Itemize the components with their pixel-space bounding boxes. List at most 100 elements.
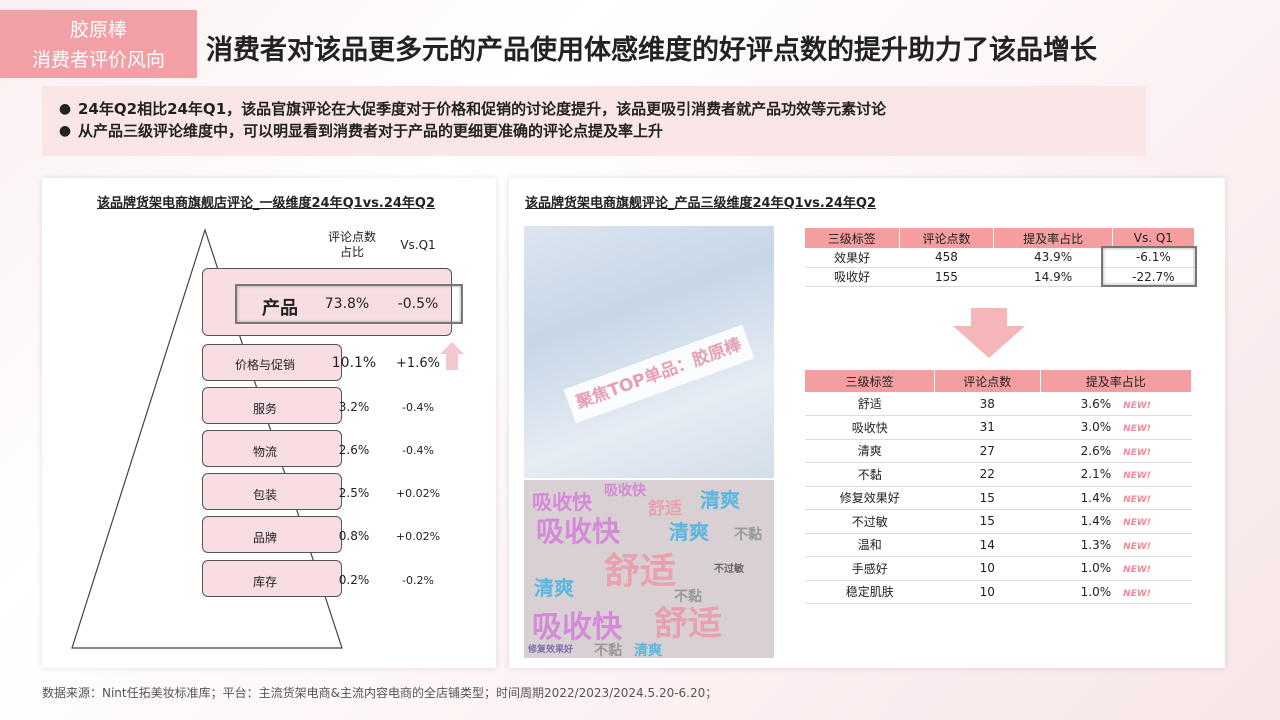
left-panel: 该品牌货架电商旗舰店评论_一级维度24年Q1vs.24年Q2 评论点数 占比 V… bbox=[42, 178, 496, 668]
table-cell-value: 1.4% bbox=[1080, 490, 1112, 505]
bullet-text: 24年Q2相比24年Q1，该品官旗评论在大促季度对于价格和促销的讨论度提升，该品… bbox=[78, 100, 887, 118]
table-cell: 15 bbox=[934, 509, 1041, 534]
page-title: 消费者对该品更多元的产品使用体感维度的好评点数的提升助力了该品增长 bbox=[206, 35, 1097, 66]
word-cloud: 吸收快 吸收快 舒适 清爽 吸收快 清爽 不黏 舒适 清爽 不过敏 不黏 吸收快… bbox=[524, 480, 774, 658]
level-share: 2.5% bbox=[338, 486, 370, 500]
level-label: 物流 bbox=[252, 445, 277, 459]
bullet-text: 从产品三级评论维度中，可以明显看到消费者对于产品的更细更准确的评论点提及率上升 bbox=[78, 122, 664, 140]
table-cell: 1.3% NEW! bbox=[1040, 533, 1192, 557]
word-cloud-term: 不黏 bbox=[734, 527, 762, 543]
word-cloud-term: 清爽 bbox=[534, 576, 574, 600]
word-cloud-term: 清爽 bbox=[634, 643, 662, 658]
level-label: 库存 bbox=[252, 575, 277, 589]
table-header: Vs. Q1 bbox=[1112, 228, 1196, 248]
level-vs: -0.2% bbox=[402, 574, 434, 587]
table-row: 吸收快 31 3.0% NEW! bbox=[805, 415, 1192, 440]
new-badge: NEW! bbox=[1123, 400, 1151, 411]
new-badge: NEW! bbox=[1123, 447, 1151, 458]
level-vs: -0.5% bbox=[397, 296, 439, 312]
table-cell: 手感好 bbox=[805, 556, 935, 581]
table-cell: 温和 bbox=[805, 533, 935, 557]
col-header-vs: Vs.Q1 bbox=[400, 238, 436, 252]
table-header: 评论点数 bbox=[899, 228, 995, 248]
word-cloud-term: 舒适 bbox=[648, 499, 682, 519]
level-share: 0.8% bbox=[338, 529, 370, 543]
word-cloud-term: 吸收快 bbox=[532, 610, 622, 645]
table-header: 提及率占比 bbox=[1040, 370, 1193, 392]
table-cell: 22 bbox=[934, 462, 1041, 487]
table-cell-value: 1.0% bbox=[1080, 561, 1112, 576]
new-badge: NEW! bbox=[1123, 588, 1151, 599]
table-header: 三级标签 bbox=[805, 370, 935, 392]
word-cloud-term: 舒适 bbox=[604, 551, 677, 592]
table-cell: 3.6% NEW! bbox=[1040, 392, 1192, 416]
table-row: 舒适 38 3.6% NEW! bbox=[805, 392, 1192, 416]
table-cell: 1.4% NEW! bbox=[1040, 486, 1192, 510]
table-cell: 舒适 bbox=[805, 392, 935, 416]
table-cell: 1.0% NEW! bbox=[1040, 580, 1192, 604]
table-cell: 14 bbox=[934, 533, 1041, 557]
table-row: 不过敏 15 1.4% NEW! bbox=[805, 509, 1192, 534]
table-row: 稳定肌肤 10 1.0% NEW! bbox=[805, 580, 1192, 604]
table-row: 清爽 27 2.6% NEW! bbox=[805, 439, 1192, 463]
table-cell: 2.1% NEW! bbox=[1040, 462, 1192, 487]
summary-bullet: ● 24年Q2相比24年Q1，该品官旗评论在大促季度对于价格和促销的讨论度提升，… bbox=[52, 98, 1146, 120]
up-arrow-icon bbox=[440, 342, 464, 370]
new-level3-table: 三级标签 评论点数 提及率占比 舒适 38 3.6% NEW! 吸收快 31 3.… bbox=[805, 370, 1193, 604]
level-share: 3.2% bbox=[338, 400, 370, 414]
table-cell: 不黏 bbox=[805, 462, 935, 487]
word-cloud-term: 吸收快 bbox=[536, 515, 621, 548]
level-vs: +1.6% bbox=[396, 356, 440, 371]
level-label: 产品 bbox=[262, 298, 298, 319]
level-share: 2.6% bbox=[338, 443, 370, 457]
level-vs: -0.4% bbox=[402, 444, 434, 457]
new-badge: NEW! bbox=[1123, 518, 1151, 529]
table-cell: 清爽 bbox=[805, 439, 935, 463]
level-logistics-bg bbox=[202, 430, 342, 467]
table-cell-value: 2.1% bbox=[1080, 467, 1112, 482]
table-cell: 10 bbox=[934, 580, 1041, 604]
table-cell: 155 bbox=[899, 267, 994, 287]
table-cell-value: 1.3% bbox=[1080, 537, 1112, 552]
new-badge: NEW! bbox=[1123, 494, 1151, 505]
level-share: 10.1% bbox=[331, 355, 377, 371]
word-cloud-term: 清爽 bbox=[669, 520, 709, 544]
summary-bullet: ● 从产品三级评论维度中，可以明显看到消费者对于产品的更细更准确的评论点提及率上… bbox=[52, 120, 1146, 142]
table-cell: 2.6% NEW! bbox=[1040, 439, 1192, 463]
word-cloud-term: 清爽 bbox=[700, 488, 740, 512]
level-label: 品牌 bbox=[252, 531, 277, 545]
table-row: 温和 14 1.3% NEW! bbox=[805, 533, 1192, 557]
table-cell: -6.1% bbox=[1112, 248, 1195, 268]
table-row: 手感好 10 1.0% NEW! bbox=[805, 556, 1192, 581]
table-cell-value: 1.4% bbox=[1080, 514, 1112, 529]
right-panel: 该品牌货架电商旗舰评论_产品三级维度24年Q1vs.24年Q2 聚焦TOP单品：… bbox=[509, 178, 1225, 668]
table-cell: 1.4% NEW! bbox=[1040, 509, 1192, 534]
table-cell-value: 1.0% bbox=[1080, 584, 1112, 599]
table-header: 评论点数 bbox=[934, 370, 1041, 392]
table-cell: 吸收好 bbox=[805, 267, 899, 287]
table-cell: 27 bbox=[934, 439, 1041, 463]
table-header: 三级标签 bbox=[805, 228, 900, 248]
table-row: 修复效果好 15 1.4% NEW! bbox=[805, 486, 1192, 510]
level-product-bg bbox=[202, 268, 452, 336]
level3-compare-table: 三级标签 评论点数 提及率占比 Vs. Q1 效果好 458 43.9% -6.… bbox=[805, 228, 1196, 287]
topic-tag: 胶原棒 消费者评价风向 bbox=[0, 10, 197, 78]
down-arrow-icon bbox=[953, 308, 1025, 358]
level-vs: +0.02% bbox=[395, 530, 441, 543]
table-cell: 43.9% bbox=[993, 248, 1113, 268]
level-label: 价格与促销 bbox=[234, 358, 295, 372]
table-cell: 38 bbox=[934, 392, 1041, 416]
left-panel-title: 该品牌货架电商旗舰店评论_一级维度24年Q1vs.24年Q2 bbox=[97, 196, 436, 211]
table-cell: 不过敏 bbox=[805, 509, 935, 534]
table-cell: 10 bbox=[934, 556, 1041, 581]
level-label: 包装 bbox=[252, 488, 277, 502]
level-vs: -0.4% bbox=[402, 401, 434, 414]
level-service-bg bbox=[202, 387, 342, 424]
level-packaging-bg bbox=[202, 473, 342, 510]
product-image-blurred: 聚焦TOP单品：胶原棒 bbox=[524, 226, 774, 478]
table-row: 效果好 458 43.9% -6.1% bbox=[805, 248, 1195, 268]
table-cell: 效果好 bbox=[805, 248, 899, 268]
table-cell-value: 2.6% bbox=[1080, 443, 1112, 458]
level-label: 服务 bbox=[252, 402, 277, 416]
level-stock-bg bbox=[202, 560, 342, 597]
